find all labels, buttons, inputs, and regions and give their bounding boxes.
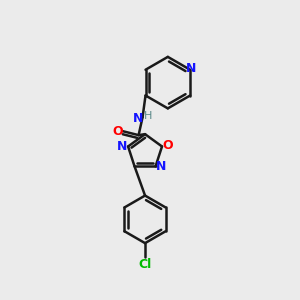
Text: O: O [163, 139, 173, 152]
Text: O: O [112, 125, 123, 138]
Text: H: H [144, 111, 153, 121]
Text: N: N [156, 160, 167, 173]
Text: N: N [186, 62, 196, 75]
Text: N: N [132, 112, 143, 125]
Text: Cl: Cl [138, 258, 152, 272]
Text: N: N [117, 140, 127, 153]
